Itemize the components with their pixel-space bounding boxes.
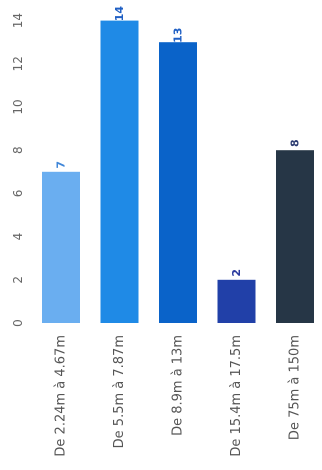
x-axis: De 2.24m à 4.67m De 5.5m à 7.87m De 8.9m à…: [54, 335, 303, 457]
data-label: 7: [55, 161, 68, 169]
bar: [100, 20, 139, 323]
category-label: De 75m à 150m: [288, 335, 303, 440]
data-label: 8: [289, 139, 302, 147]
y-tick-label: 10: [11, 99, 25, 114]
y-tick-label: 12: [11, 56, 25, 71]
y-tick-label: 4: [11, 233, 25, 241]
data-label: 2: [230, 269, 243, 277]
bars-group: [42, 20, 314, 323]
category-label: De 2.24m à 4.67m: [54, 335, 69, 457]
data-label: 13: [172, 28, 185, 43]
y-axis: 0 2 4 6 8 10 12 14: [11, 13, 25, 327]
y-tick-label: 14: [11, 13, 25, 28]
data-labels-group: 7 14 13 2 8: [55, 6, 302, 277]
y-tick-label: 2: [11, 276, 25, 284]
bar: [159, 42, 197, 323]
y-tick-label: 8: [11, 146, 25, 154]
bar: [42, 171, 80, 323]
bar: [276, 150, 314, 323]
category-label: De 8.9m à 13m: [171, 335, 186, 436]
category-label: De 15.4m à 17.5m: [229, 335, 244, 457]
y-tick-label: 0: [11, 319, 25, 327]
category-label: De 5.5m à 7.87m: [112, 335, 127, 448]
y-tick-label: 6: [11, 190, 25, 198]
data-label: 14: [113, 6, 126, 22]
bar: [217, 279, 256, 323]
